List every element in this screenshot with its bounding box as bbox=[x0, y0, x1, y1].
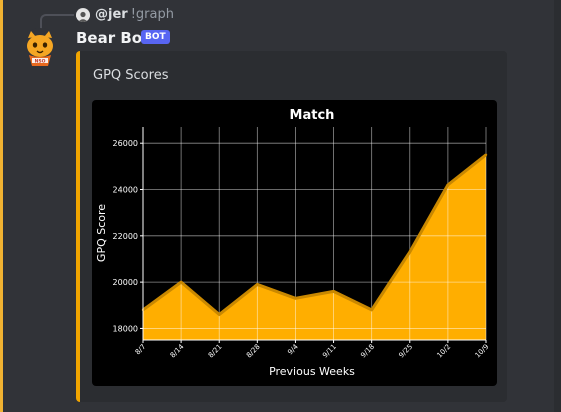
chart-image[interactable]: Match Previous Weeks GPQ Score 18000 2000… bbox=[92, 100, 497, 386]
reply-avatar[interactable] bbox=[76, 8, 90, 22]
data-point bbox=[332, 290, 335, 293]
data-point bbox=[370, 308, 373, 312]
scrollbar-track[interactable] bbox=[554, 0, 561, 412]
x-tick-label: 9/18 bbox=[359, 343, 376, 360]
data-point bbox=[408, 250, 411, 254]
x-tick-label: 8/14 bbox=[169, 342, 186, 359]
y-tick-label: 20000 bbox=[113, 278, 138, 287]
reply-username[interactable]: @jer bbox=[95, 7, 128, 22]
bot-avatar[interactable]: NSO bbox=[20, 28, 60, 68]
embed-title: GPQ Scores bbox=[93, 68, 169, 83]
x-tick-label: 9/25 bbox=[397, 343, 414, 360]
area-fill bbox=[143, 154, 486, 340]
reply-connector bbox=[40, 14, 74, 30]
x-tick-label: 9/11 bbox=[321, 343, 338, 360]
svg-text:NSO: NSO bbox=[35, 59, 46, 65]
embed-card: GPQ Scores Match Previous Weeks GPQ Scor… bbox=[76, 51, 507, 402]
y-axis-label: GPQ Score bbox=[95, 204, 108, 262]
data-point bbox=[484, 153, 488, 156]
x-tick-label: 10/2 bbox=[436, 343, 453, 360]
y-tick-label: 22000 bbox=[113, 232, 138, 241]
x-tick-label: 9/4 bbox=[286, 342, 300, 356]
reply-command-text: !graph bbox=[130, 7, 174, 22]
x-axis-label: Previous Weeks bbox=[269, 365, 355, 378]
data-point bbox=[446, 183, 450, 187]
x-tick-label: 10/9 bbox=[474, 343, 491, 360]
bear-avatar-icon: NSO bbox=[27, 31, 53, 66]
y-tick-label: 24000 bbox=[113, 186, 138, 195]
reply-preview[interactable]: @jer !graph bbox=[95, 6, 174, 23]
reply-avatar-icon bbox=[76, 9, 90, 22]
bot-username[interactable]: Bear Bot bbox=[76, 29, 150, 47]
y-tick-label: 18000 bbox=[113, 324, 138, 333]
x-tick-label: 8/7 bbox=[134, 343, 148, 357]
series-line bbox=[142, 153, 487, 317]
data-point bbox=[218, 313, 221, 316]
data-point bbox=[179, 280, 183, 284]
data-point bbox=[294, 297, 297, 300]
gpq-chart: Match Previous Weeks GPQ Score 18000 2000… bbox=[95, 108, 491, 378]
x-tick-label: 8/21 bbox=[207, 343, 224, 360]
y-tick-label: 26000 bbox=[113, 139, 138, 148]
x-tick-label: 8/28 bbox=[245, 343, 262, 360]
data-point bbox=[256, 283, 259, 286]
bot-badge: BOT bbox=[141, 30, 170, 44]
mention-highlight-bar bbox=[0, 0, 3, 412]
chart-title: Match bbox=[290, 108, 335, 123]
